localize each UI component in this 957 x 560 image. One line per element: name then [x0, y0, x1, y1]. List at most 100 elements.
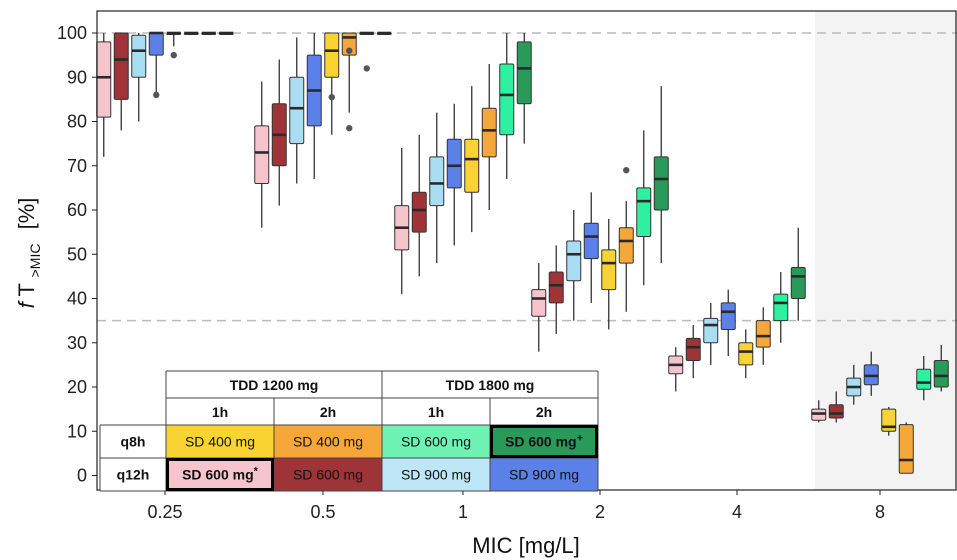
legend-cell: [382, 458, 490, 491]
legend-row-label: q12h: [117, 467, 150, 483]
legend-cell-text: SD 600 mg*: [182, 466, 259, 483]
box-body: [289, 76, 305, 145]
box-body: [411, 191, 427, 233]
box-plot: [429, 112, 445, 264]
box-body: [773, 293, 789, 322]
legend-infusion-header: 1h: [428, 404, 444, 420]
box-body: [499, 63, 515, 136]
box-plot: [201, 31, 217, 35]
box-plot: [828, 391, 844, 423]
box-body: [703, 317, 719, 344]
x-tick-label: 0.5: [310, 502, 335, 522]
y-tick-label: 10: [67, 421, 87, 441]
legend-row-label: q8h: [121, 434, 146, 450]
box-plot: [863, 351, 879, 396]
legend-cell: [274, 425, 382, 458]
box-plot: [566, 210, 582, 321]
box-plot: [446, 103, 462, 246]
legend-cell-text: SD 400 mg: [293, 434, 363, 450]
legend-cell-text: SD 900 mg: [401, 467, 471, 483]
y-tick-label: 100: [57, 23, 87, 43]
box-plot: [464, 86, 480, 233]
y-tick-label: 70: [67, 156, 87, 176]
box-plot: [148, 31, 164, 99]
box-body: [254, 125, 270, 184]
box-outlier: [363, 65, 370, 72]
legend-cell-text: SD 600 mg: [401, 434, 471, 450]
x-tick-label: 1: [458, 502, 468, 522]
box-body: [653, 156, 669, 211]
box-body: [131, 34, 147, 78]
legend-cell-text: SD 600 mg: [293, 467, 363, 483]
box-plot: [324, 32, 340, 135]
box-plot: [113, 32, 129, 131]
y-tick-label: 30: [67, 333, 87, 353]
x-tick-label: 4: [732, 502, 742, 522]
box-body: [720, 302, 736, 330]
box-plot: [394, 148, 410, 295]
box-body: [148, 32, 164, 56]
box-body: [324, 32, 340, 78]
box-plot: [218, 31, 234, 35]
box-body: [636, 187, 652, 238]
legend-cell: [490, 425, 598, 458]
x-axis-title: MIC [mg/L]: [472, 533, 580, 558]
legend-highlight-border: [166, 458, 274, 491]
box-outlier: [170, 51, 177, 59]
box-plot: [289, 37, 305, 184]
box-body: [583, 222, 599, 260]
y-axis-title-italic: f: [14, 299, 39, 308]
box-body: [516, 41, 532, 105]
box-plot: [411, 134, 427, 277]
y-tick-label: 90: [67, 67, 87, 87]
box-plot: [516, 33, 532, 144]
legend-cell: [382, 425, 490, 458]
legend-cell: [490, 458, 598, 491]
legend-cell-text: SD 900 mg: [509, 467, 579, 483]
y-tick-label: 80: [67, 112, 87, 132]
legend-infusion-header: 2h: [536, 404, 552, 420]
x-tick-label: 2: [595, 502, 605, 522]
box-plot: [96, 33, 112, 157]
box-plot: [846, 364, 862, 405]
box-plot: [755, 307, 771, 365]
legend-cell-text: SD 400 mg: [185, 434, 255, 450]
box-body: [96, 41, 112, 118]
box-body: [685, 337, 701, 361]
box-body: [755, 320, 771, 348]
box-plot: [668, 347, 684, 392]
box-plot: [254, 81, 270, 228]
legend-infusion-header: 2h: [320, 404, 336, 420]
box-body: [566, 240, 582, 282]
box-plot: [601, 218, 617, 330]
x-tick-label: 8: [875, 502, 885, 522]
legend-group-header: TDD 1800 mg: [446, 377, 535, 393]
box-plot: [685, 325, 701, 379]
legend-cell-mark: *: [254, 466, 259, 478]
box-plot: [583, 192, 599, 303]
box-plot: [881, 406, 897, 436]
box-plot: [481, 63, 497, 210]
box-plot: [720, 289, 736, 357]
legend-cell: [166, 458, 274, 491]
box-body: [790, 267, 806, 299]
box-body: [738, 342, 754, 366]
box-body: [113, 32, 129, 100]
legend-cell-text: SD 600 mg+: [505, 433, 583, 450]
box-plot: [271, 59, 287, 206]
y-tick-label: 50: [67, 244, 87, 264]
box-outlier: [328, 93, 335, 101]
legend-group-header: TDD 1200 mg: [230, 377, 319, 393]
box-plot: [341, 32, 357, 132]
box-plot: [916, 356, 932, 401]
box-body: [429, 156, 445, 207]
x-tick-label: 0.25: [147, 502, 182, 522]
box-plot: [738, 329, 754, 379]
legend-cell: [166, 425, 274, 458]
box-plot: [548, 245, 564, 334]
box-body: [601, 249, 617, 291]
box-plot: [359, 31, 375, 72]
y-tick-label: 40: [67, 289, 87, 309]
